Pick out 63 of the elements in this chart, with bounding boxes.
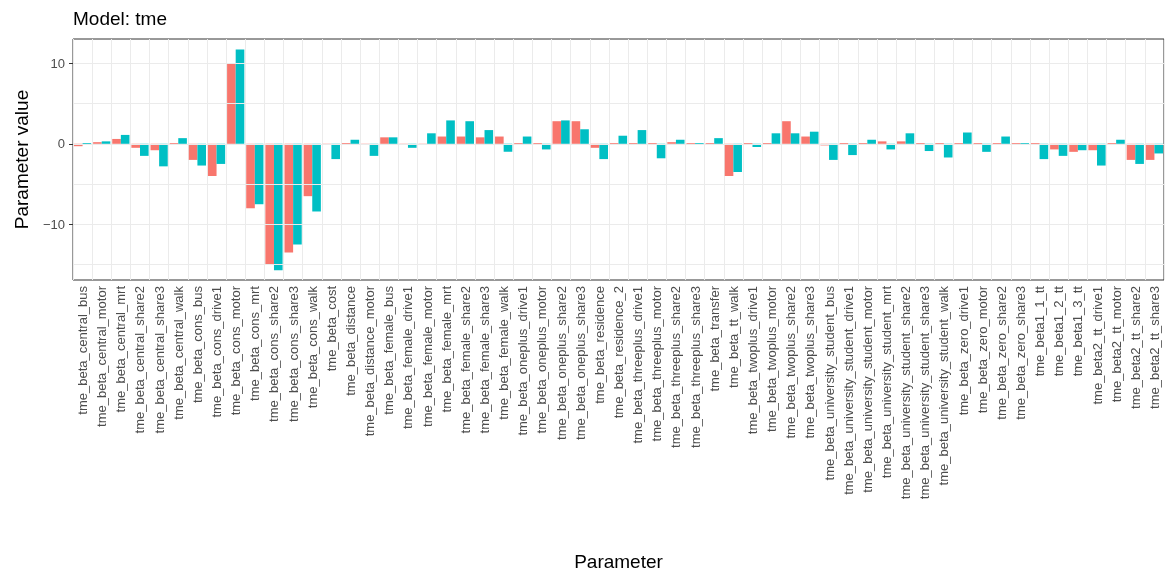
x-tick-label: tme_beta_central_share3 — [151, 286, 167, 434]
x-tick-label: tme_beta_threeplus_share3 — [687, 286, 703, 448]
x-tick-label: tme_beta_university_student_share3 — [917, 286, 933, 500]
x-axis-title: Parameter — [574, 551, 664, 572]
y-tick-label: 0 — [57, 136, 65, 152]
x-tick-label: tme_beta_distance — [343, 286, 359, 396]
x-tick-label: tme_beta_female_bus — [381, 285, 397, 415]
x-tick-label: tme_beta_university_student_mrt — [878, 285, 894, 479]
chart-title: Model: tme — [73, 8, 167, 29]
x-tick-label: tme_beta_twoplus_share3 — [802, 286, 818, 439]
x-tick-label: tme_beta_oneplus_motor — [534, 285, 550, 434]
x-tick-label: tme_beta_central_bus — [75, 285, 91, 415]
x-tick-label: tme_beta_cons_drive1 — [209, 286, 225, 418]
x-tick-label: tme_beta_central_motor — [94, 285, 110, 427]
x-tick-label: tme_beta_oneplus_drive1 — [515, 286, 531, 436]
x-tick-label: tme_beta_cost — [323, 285, 339, 372]
x-tick-label: tme_beta2_tt_drive1 — [1089, 286, 1105, 405]
x-tick-label: tme_beta_cons_bus — [189, 285, 205, 404]
x-tick-label: tme_beta_distance_motor — [362, 285, 378, 437]
x-tick-label: tme_beta_oneplus_share3 — [572, 286, 588, 440]
x-tick-label: tme_beta_transfer — [706, 285, 722, 392]
x-tick-label: tme_beta1_1_tt — [1032, 285, 1048, 377]
x-tick-label: tme_beta_oneplus_share2 — [553, 286, 569, 440]
x-tick-label: tme_beta_cons_motor — [228, 285, 244, 416]
x-tick-label: tme_beta_university_student_motor — [859, 285, 875, 493]
x-tick-label: tme_beta_university_student_walk — [936, 285, 952, 486]
y-tick-label: 10 — [50, 55, 65, 71]
x-tick-label: tme_beta_threeplus_motor — [649, 285, 665, 442]
x-tick-label: tme_beta_university_student_share2 — [898, 286, 914, 500]
x-tick-label: tme_beta_female_share2 — [457, 286, 473, 434]
x-tick-label: tme_beta_tt_walk — [725, 285, 741, 388]
x-tick-label: tme_beta_twoplus_motor — [764, 285, 780, 432]
x-tick-label: tme_beta_cons_mrt — [247, 285, 263, 401]
x-tick-label: tme_beta_female_drive1 — [400, 286, 416, 430]
x-tick-label: tme_beta_university_student_drive1 — [840, 286, 856, 495]
x-tick-label: tme_beta_female_walk — [496, 285, 512, 420]
x-tick-label: tme_beta_cons_walk — [304, 285, 320, 409]
x-tick-label: tme_beta1_2_tt — [1051, 285, 1067, 377]
x-tick-label: tme_beta_residence — [591, 286, 607, 404]
x-tick-label: tme_beta2_tt_share2 — [1127, 286, 1143, 409]
y-axis-title: Parameter value — [11, 89, 32, 230]
x-tick-label: tme_beta_zero_motor — [974, 285, 990, 414]
x-tick-label: tme_beta_zero_drive1 — [955, 286, 971, 416]
x-tick-label: tme_beta_twoplus_drive1 — [744, 286, 760, 435]
x-tick-label: tme_beta_zero_share2 — [993, 286, 1009, 420]
x-tick-label: tme_beta_female_mrt — [438, 285, 454, 413]
x-tick-label: tme_beta_threeplus_share2 — [668, 286, 684, 448]
x-tick-label: tme_beta1_3_tt — [1070, 285, 1086, 377]
x-tick-label: tme_beta_central_walk — [170, 285, 186, 420]
x-tick-label: tme_beta_central_mrt — [113, 285, 129, 413]
x-tick-label: tme_beta_female_share3 — [477, 286, 493, 434]
x-tick-label: tme_beta_university_student_bus — [821, 285, 837, 481]
x-tick-label: tme_beta_residence_2 — [611, 286, 626, 419]
y-tick-label: −10 — [42, 216, 65, 232]
x-tick-label: tme_beta_twoplus_share2 — [783, 286, 799, 439]
x-tick-label: tme_beta_cons_share3 — [285, 286, 301, 422]
x-tick-label: tme_beta_cons_share2 — [266, 286, 282, 422]
x-tick-label: tme_beta2_tt_share3 — [1146, 286, 1162, 409]
x-tick-label: tme_beta_central_share2 — [132, 286, 148, 434]
x-tick-label: tme_beta_female_motor — [419, 285, 435, 427]
x-tick-label: tme_beta2_tt_motor — [1108, 285, 1124, 403]
x-tick-label: tme_beta_zero_share3 — [1012, 286, 1028, 420]
x-tick-label: tme_beta_threeplus_drive1 — [630, 286, 646, 444]
